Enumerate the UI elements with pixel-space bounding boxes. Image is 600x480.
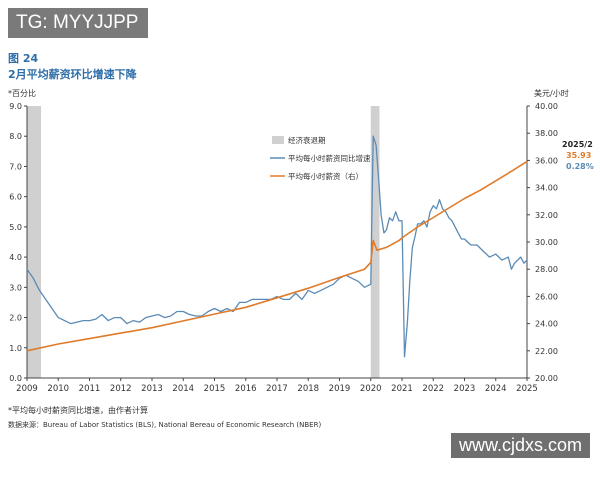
x-tick-label: 2012: [110, 384, 132, 394]
x-tick-label: 2011: [79, 384, 101, 394]
y-left-tick-label: 7.0: [9, 162, 22, 171]
x-tick-label: 2017: [266, 384, 288, 394]
recession-band: [370, 106, 380, 378]
y-left-tick-label: 9.0: [9, 102, 22, 111]
legend-label-recession: 经济衰退期: [288, 135, 326, 145]
y-left-tick-label: 8.0: [9, 132, 22, 141]
y-right-tick-label: 24.00: [535, 320, 558, 329]
series-line-hourly-wage: [26, 160, 528, 352]
latest-annotation: 2025/2 35.93 0.28%: [562, 140, 594, 171]
x-tick-label: 2019: [329, 384, 351, 394]
annotation-wage: 35.93: [566, 151, 591, 160]
legend: 经济衰退期 平均每小时薪资同比增速 平均每小时薪资（右）: [270, 135, 371, 181]
legend-label-yoy: 平均每小时薪资同比增速: [288, 153, 371, 163]
x-tick-label: 2010: [47, 384, 69, 394]
y-left-tick-label: 3.0: [9, 283, 22, 292]
series-line-yoy-growth: [26, 135, 528, 358]
x-tick-label: 2022: [422, 384, 444, 394]
recession-band: [27, 106, 42, 378]
watermark-top: TG: MYYJJPP: [8, 8, 148, 38]
x-tick-label: 2021: [391, 384, 413, 394]
x-tick-label: 2015: [204, 384, 226, 394]
y-left-tick-label: 1.0: [9, 344, 22, 353]
x-tick-label: 2024: [485, 384, 507, 394]
y-left-tick-label: 0.0: [9, 374, 22, 383]
annotation-yoy: 0.28%: [566, 162, 594, 171]
annotation-date: 2025/2: [562, 140, 593, 149]
x-tick-label: 2023: [454, 384, 476, 394]
y-left-tick-label: 2.0: [9, 314, 22, 323]
series: [26, 135, 528, 358]
y-left-tick-label: 4.0: [9, 253, 22, 262]
data-source: 数据来源：Bureau of Labor Statistics (BLS), N…: [8, 421, 322, 429]
y-right-tick-label: 28.00: [535, 265, 558, 274]
y-right-tick-label: 32.00: [535, 211, 558, 220]
y-right-tick-label: 26.00: [535, 292, 558, 301]
legend-label-wage: 平均每小时薪资（右）: [288, 171, 363, 181]
watermark-bottom: www.cjdxs.com: [450, 433, 590, 458]
figure-title: 2月平均薪资环比增速下降: [8, 68, 137, 81]
right-axis-unit: 美元/小时: [534, 89, 569, 98]
y-right-tick-label: 40.00: [535, 102, 558, 111]
x-tick-label: 2014: [172, 384, 194, 394]
figure-label: 图 24: [8, 52, 39, 65]
x-tick-label: 2025: [516, 384, 538, 394]
y-right-tick-label: 22.00: [535, 347, 558, 356]
y-right-tick-label: 38.00: [535, 129, 558, 138]
y-right-tick-label: 20.00: [535, 374, 558, 383]
y-left-tick-label: 6.0: [9, 193, 22, 202]
y-right-tick-label: 34.00: [535, 184, 558, 193]
legend-swatch-recession: [272, 136, 284, 144]
x-tick-label: 2016: [235, 384, 257, 394]
x-tick-label: 2018: [297, 384, 319, 394]
left-axis-unit: *百分比: [8, 89, 36, 98]
y-right-tick-label: 36.00: [535, 156, 558, 165]
x-tick-label: 2009: [16, 384, 38, 394]
x-tick-label: 2020: [360, 384, 382, 394]
y-left-tick-label: 5.0: [9, 223, 22, 232]
x-tick-label: 2013: [141, 384, 163, 394]
footnote: *平均每小时薪资同比增速，由作者计算: [8, 406, 148, 415]
y-right-tick-label: 30.00: [535, 238, 558, 247]
axis-ticks: 0.0 1.0 2.0 3.0 4.0 5.0 6.0 7.0 8.0 9.0 20.00 22.00…: [9, 102, 558, 394]
recession-bands: [27, 106, 380, 378]
